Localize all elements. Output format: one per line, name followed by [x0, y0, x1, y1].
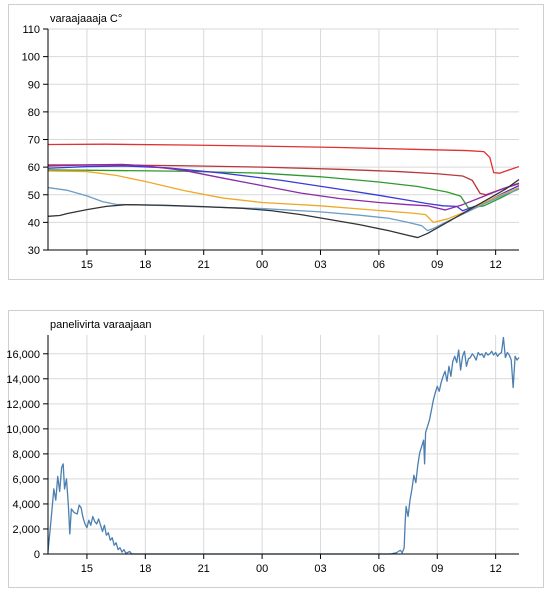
y-tick-label: 30 — [28, 245, 40, 257]
y-tick-label: 40 — [28, 217, 40, 229]
x-tick-label: 09 — [431, 259, 443, 271]
y-tick-label: 80 — [28, 107, 40, 119]
series-line-1 — [47, 336, 520, 555]
series-line-5 — [47, 163, 520, 211]
x-tick-label: 12 — [490, 259, 502, 271]
y-tick-label: 4,000 — [12, 499, 40, 511]
x-tick-label: 03 — [314, 563, 326, 575]
y-tick-label: 2,000 — [12, 524, 40, 536]
x-tick-label: 15 — [81, 259, 93, 271]
y-tick-label: 6,000 — [12, 474, 40, 486]
series-line-7 — [47, 186, 520, 232]
chart-title: panelivirta varaajaan — [50, 319, 152, 331]
y-tick-label: 0 — [34, 549, 40, 561]
chart-title: varaajaaaja C° — [50, 13, 122, 25]
x-tick-label: 06 — [373, 563, 385, 575]
y-tick-label: 12,000 — [6, 399, 40, 411]
x-tick-label: 09 — [431, 563, 443, 575]
x-tick-label: 18 — [139, 259, 151, 271]
x-tick-label: 21 — [198, 563, 210, 575]
y-tick-label: 110 — [22, 24, 40, 36]
series-line-1 — [47, 143, 520, 174]
x-tick-label: 03 — [314, 259, 326, 271]
series-line-6 — [47, 170, 520, 224]
chart-panel-current: panelivirta varaajaan 15 18 21 00 03 06 09 12 0 2,… — [6, 310, 544, 588]
y-tick-label: 50 — [28, 190, 40, 202]
series-line-8 — [47, 179, 520, 239]
y-tick-label: 8,000 — [12, 449, 40, 461]
x-tick-label: 18 — [139, 563, 151, 575]
y-tick-label: 10,000 — [6, 424, 40, 436]
current-chart: panelivirta varaajaan 15 18 21 00 03 06 09 12 0 2,… — [6, 319, 520, 575]
x-tick-label: 12 — [490, 563, 502, 575]
x-tick-label: 06 — [373, 259, 385, 271]
y-tick-label: 90 — [28, 79, 40, 91]
temperature-chart: varaajaaaja C° 15 18 21 00 03 06 09 12 30 40 50 60 70… — [22, 13, 520, 271]
x-tick-label: 00 — [256, 563, 268, 575]
y-tick-label: 14,000 — [6, 374, 40, 386]
chart-panel-temperature: varaajaaaja C° 15 18 21 00 03 06 09 12 30 40 50 60 70… — [8, 4, 544, 280]
series-line-3 — [47, 169, 520, 209]
x-tick-label: 00 — [256, 259, 268, 271]
y-tick-label: 100 — [22, 52, 40, 64]
x-tick-label: 15 — [81, 563, 93, 575]
y-tick-label: 70 — [28, 135, 40, 147]
y-tick-label: 16,000 — [6, 349, 40, 361]
y-tick-label: 60 — [28, 162, 40, 174]
x-tick-label: 21 — [198, 259, 210, 271]
